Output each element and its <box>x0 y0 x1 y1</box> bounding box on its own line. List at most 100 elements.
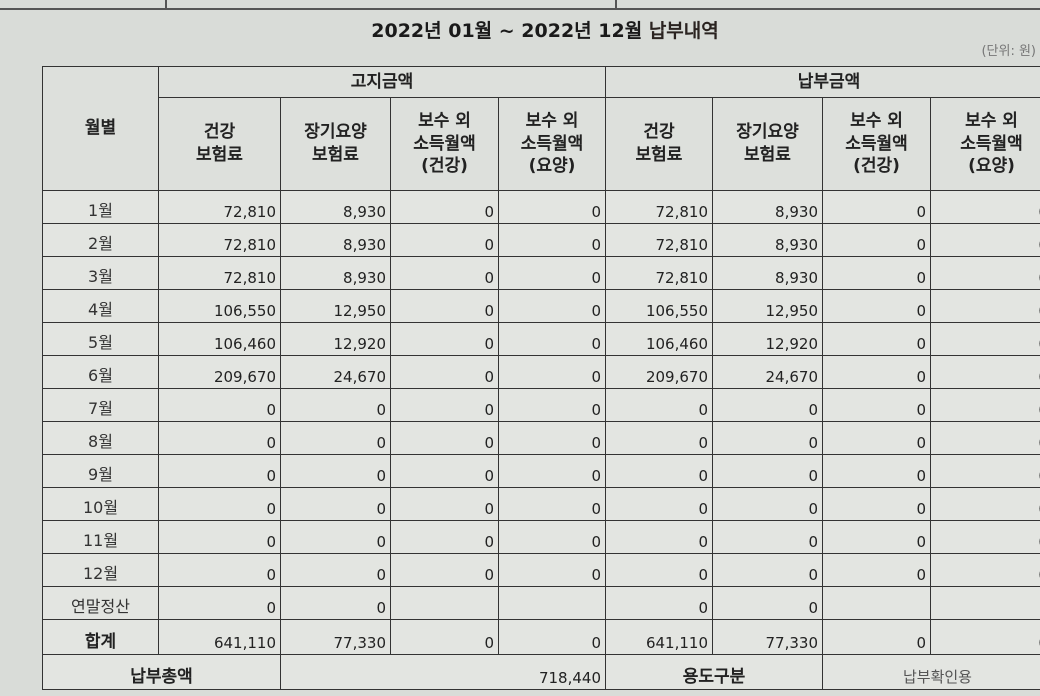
month-cell: 1월 <box>42 190 159 224</box>
month-cell: 7월 <box>42 388 159 422</box>
amount-cell: 0 <box>930 322 1040 356</box>
amount-cell: 0 <box>280 520 391 554</box>
amount-cell: 0 <box>390 355 499 389</box>
amount-cell: 72,810 <box>158 223 281 257</box>
amount-cell: 0 <box>712 388 823 422</box>
amount-cell: 12,950 <box>712 289 823 323</box>
top-border <box>0 0 1040 10</box>
amount-cell: 24,670 <box>280 355 391 389</box>
amount-cell: 0 <box>498 355 606 389</box>
amount-cell: 0 <box>280 421 391 455</box>
table-row: 8월00000000 <box>42 421 1040 455</box>
total-amount-cell: 641,110 <box>605 619 713 655</box>
column-header: 보수 외 소득월액 (요양) <box>930 97 1040 191</box>
month-cell: 2월 <box>42 223 159 257</box>
total-amount-cell: 0 <box>822 619 931 655</box>
amount-cell: 0 <box>930 421 1040 455</box>
total-amount-cell: 0 <box>498 619 606 655</box>
amount-cell: 0 <box>930 223 1040 257</box>
amount-cell: 0 <box>158 520 281 554</box>
amount-cell: 0 <box>390 553 499 587</box>
amount-cell <box>930 586 1040 620</box>
table-row: 10월00000000 <box>42 487 1040 521</box>
total-paid-label: 납부총액 <box>42 654 281 690</box>
amount-cell <box>390 586 499 620</box>
total-amount-cell: 77,330 <box>712 619 823 655</box>
amount-cell: 72,810 <box>605 256 713 290</box>
amount-cell: 72,810 <box>158 190 281 224</box>
column-header: 보수 외 소득월액 (건강) <box>822 97 931 191</box>
amount-cell <box>822 586 931 620</box>
table-row: 9월00000000 <box>42 454 1040 488</box>
amount-cell: 0 <box>498 520 606 554</box>
column-header: 보수 외 소득월액 (건강) <box>390 97 499 191</box>
amount-cell: 0 <box>158 454 281 488</box>
amount-cell: 0 <box>390 223 499 257</box>
amount-cell: 0 <box>280 454 391 488</box>
amount-cell: 0 <box>930 454 1040 488</box>
amount-cell: 0 <box>930 256 1040 290</box>
amount-cell: 0 <box>822 322 931 356</box>
amount-cell: 0 <box>712 520 823 554</box>
page-title: 2022년 01월 ~ 2022년 12월 납부내역 <box>371 20 719 42</box>
amount-cell: 0 <box>605 388 713 422</box>
amount-cell: 0 <box>390 520 499 554</box>
purpose-value: 납부확인용 <box>822 654 1040 690</box>
month-cell: 10월 <box>42 487 159 521</box>
column-header: 보수 외 소득월액 (요양) <box>498 97 606 191</box>
notice-amount-header: 고지금액 <box>158 66 606 98</box>
total-label: 합계 <box>42 619 159 655</box>
amount-cell: 0 <box>390 289 499 323</box>
amount-cell: 0 <box>712 454 823 488</box>
amount-cell: 106,550 <box>158 289 281 323</box>
amount-cell: 0 <box>930 190 1040 224</box>
table-row: 11월00000000 <box>42 520 1040 554</box>
amount-cell: 0 <box>822 520 931 554</box>
table-row: 7월00000000 <box>42 388 1040 422</box>
amount-cell: 0 <box>390 487 499 521</box>
amount-cell: 0 <box>822 553 931 587</box>
amount-cell: 0 <box>605 487 713 521</box>
amount-cell: 0 <box>822 256 931 290</box>
month-cell: 연말정산 <box>42 586 159 620</box>
amount-cell: 0 <box>280 586 391 620</box>
amount-cell: 0 <box>158 487 281 521</box>
month-cell: 9월 <box>42 454 159 488</box>
month-cell: 11월 <box>42 520 159 554</box>
amount-cell: 0 <box>390 421 499 455</box>
amount-cell: 0 <box>390 388 499 422</box>
amount-cell: 209,670 <box>605 355 713 389</box>
amount-cell: 0 <box>498 256 606 290</box>
amount-cell: 106,550 <box>605 289 713 323</box>
amount-cell: 0 <box>390 190 499 224</box>
total-paid-value: 718,440 <box>280 654 606 690</box>
amount-cell: 12,920 <box>712 322 823 356</box>
amount-cell: 209,670 <box>158 355 281 389</box>
amount-cell: 8,930 <box>712 223 823 257</box>
table-row: 12월00000000 <box>42 553 1040 587</box>
column-header: 장기요양 보험료 <box>712 97 823 191</box>
amount-cell: 0 <box>822 487 931 521</box>
amount-cell: 0 <box>605 454 713 488</box>
amount-cell: 0 <box>498 223 606 257</box>
column-header: 건강 보험료 <box>605 97 713 191</box>
amount-cell: 0 <box>712 553 823 587</box>
amount-cell: 0 <box>605 520 713 554</box>
amount-cell: 8,930 <box>280 190 391 224</box>
amount-cell: 0 <box>498 454 606 488</box>
payment-table: 월별 고지금액 납부금액 건강 보험료 장기요양 보험료 보수 외 소득월액 (건강) 보수 … <box>42 66 1040 690</box>
amount-cell: 0 <box>158 421 281 455</box>
amount-cell: 0 <box>498 322 606 356</box>
amount-cell: 8,930 <box>712 190 823 224</box>
amount-cell: 0 <box>158 553 281 587</box>
amount-cell: 0 <box>930 487 1040 521</box>
amount-cell: 0 <box>280 553 391 587</box>
amount-cell: 0 <box>498 289 606 323</box>
amount-cell: 0 <box>822 454 931 488</box>
column-header: 건강 보험료 <box>158 97 281 191</box>
